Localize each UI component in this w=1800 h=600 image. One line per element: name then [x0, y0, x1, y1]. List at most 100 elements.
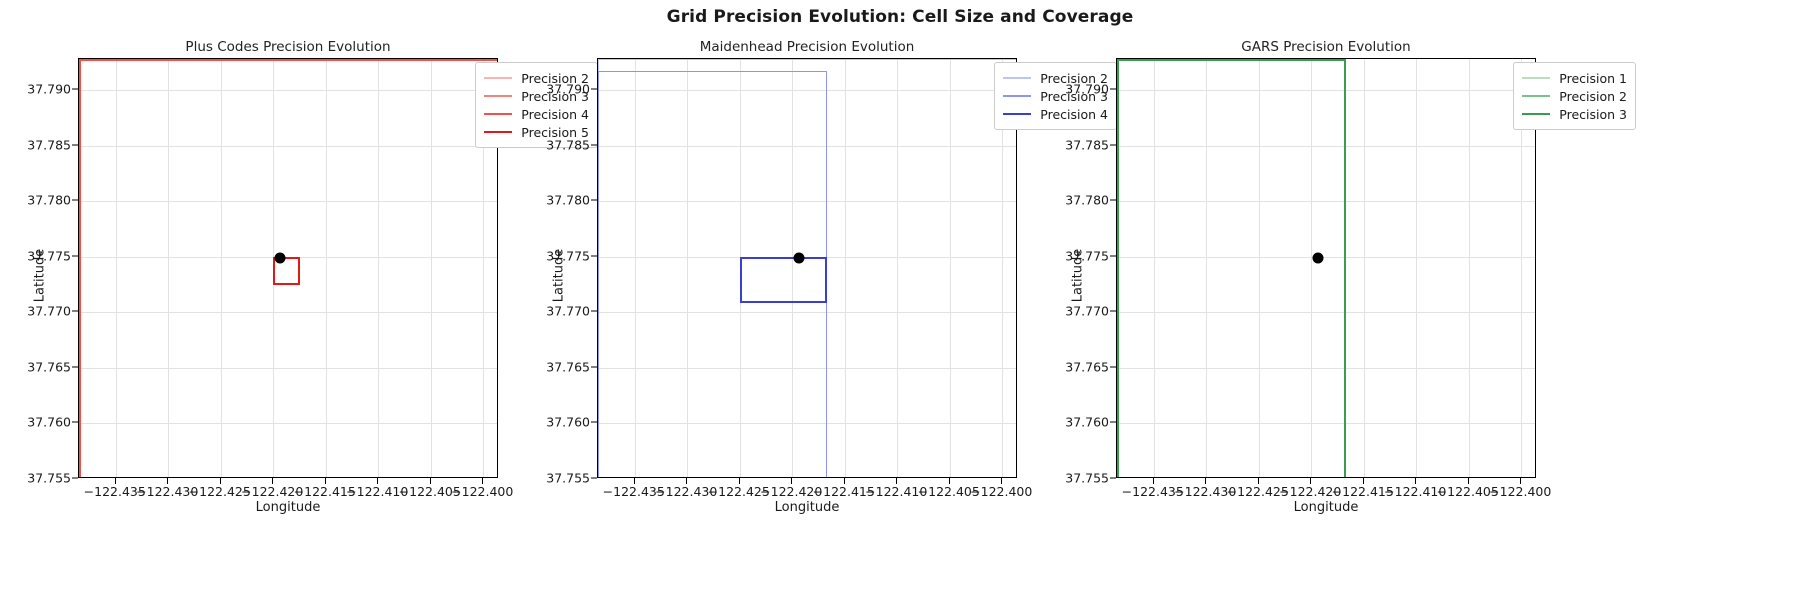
x-tick-mark	[791, 478, 793, 484]
gridline-vertical	[430, 59, 432, 477]
subplot-title: Plus Codes Precision Evolution	[185, 39, 391, 55]
x-tick-label: −122.435	[83, 484, 146, 499]
gridline-horizontal	[79, 201, 497, 203]
legend-item[interactable]: Precision 4	[484, 105, 589, 123]
gridline-vertical	[687, 59, 689, 477]
subplot-plus-codes: Plus Codes Precision Evolution Longitude…	[0, 0, 600, 600]
y-tick-mark	[591, 144, 597, 146]
legend-label: Precision 4	[521, 106, 589, 122]
y-tick-mark	[1110, 144, 1116, 146]
y-tick-label: 37.780	[27, 192, 71, 208]
y-tick-mark	[591, 366, 597, 368]
y-axis-label: Latitude	[32, 248, 48, 303]
y-tick-label: 37.775	[546, 248, 590, 264]
plot-area[interactable]	[597, 58, 1017, 478]
legend-item[interactable]: Precision 3	[1003, 87, 1108, 105]
legend-line-icon	[484, 113, 513, 115]
location-marker	[274, 252, 286, 264]
legend[interactable]: Precision 1 Precision 2 Precision 3	[1513, 62, 1636, 130]
y-tick-label: 37.785	[546, 137, 590, 153]
legend-item[interactable]: Precision 4	[1003, 105, 1108, 123]
x-tick-label: −122.415	[293, 484, 356, 499]
legend-item[interactable]: Precision 3	[1522, 105, 1627, 123]
legend-label: Precision 3	[1559, 106, 1627, 122]
legend-line-icon	[1522, 113, 1551, 115]
figure-suptitle: Grid Precision Evolution: Cell Size and …	[666, 7, 1134, 27]
x-tick-mark	[633, 478, 635, 484]
gridline-vertical	[844, 59, 846, 477]
y-tick-label: 37.790	[546, 81, 590, 97]
gridline-vertical	[115, 59, 117, 477]
x-tick-label: −122.410	[1384, 484, 1447, 499]
gridline-horizontal	[598, 201, 1016, 203]
y-tick-mark	[1110, 88, 1116, 90]
subplot-title: Maidenhead Precision Evolution	[699, 39, 915, 55]
y-tick-mark	[1110, 421, 1116, 423]
gridline-vertical	[168, 59, 170, 477]
x-tick-mark	[1415, 478, 1417, 484]
y-tick-label: 37.760	[546, 414, 590, 430]
y-tick-mark	[1110, 310, 1116, 312]
gridline-horizontal	[598, 90, 1016, 92]
y-tick-mark	[72, 310, 78, 312]
y-tick-label: 37.760	[1065, 414, 1109, 430]
x-tick-mark	[686, 478, 688, 484]
legend-item[interactable]: Precision 2	[1003, 69, 1108, 87]
x-tick-mark	[843, 478, 845, 484]
legend[interactable]: Precision 2 Precision 3 Precision 4	[994, 62, 1117, 130]
y-tick-label: 37.770	[546, 303, 590, 319]
legend-line-icon	[484, 131, 513, 133]
legend-label: Precision 5	[521, 124, 589, 140]
legend-line-icon	[1522, 77, 1551, 79]
legend-label: Precision 3	[1040, 88, 1108, 104]
legend-label: Precision 2	[1559, 88, 1627, 104]
y-tick-mark	[591, 199, 597, 201]
x-tick-label: −122.405	[1436, 484, 1499, 499]
legend-item[interactable]: Precision 5	[484, 123, 589, 141]
gridline-horizontal	[598, 312, 1016, 314]
x-axis-label: Longitude	[255, 500, 321, 515]
gridline-horizontal	[79, 312, 497, 314]
x-tick-mark	[272, 478, 274, 484]
legend-item[interactable]: Precision 3	[484, 87, 589, 105]
gridline-vertical	[1206, 59, 1208, 477]
legend-item[interactable]: Precision 2	[1522, 87, 1627, 105]
plot-area[interactable]	[78, 58, 498, 478]
y-tick-mark	[1110, 477, 1116, 479]
legend[interactable]: Precision 2 Precision 3 Precision 4 Precisi…	[475, 62, 598, 148]
gridline-vertical	[483, 59, 485, 477]
location-marker	[793, 252, 805, 264]
plot-area[interactable]	[1116, 58, 1536, 478]
x-tick-label: −122.420	[760, 484, 823, 499]
gridline-vertical	[1002, 59, 1004, 477]
legend-item[interactable]: Precision 2	[484, 69, 589, 87]
subplot-gars: GARS Precision Evolution Longitude Latit…	[1038, 0, 1638, 600]
gridline-horizontal	[1117, 145, 1535, 147]
x-tick-label: −122.400	[1489, 484, 1552, 499]
y-tick-label: 37.790	[27, 81, 71, 97]
gridline-horizontal	[79, 367, 497, 369]
x-tick-label: −122.410	[346, 484, 409, 499]
y-tick-label: 37.775	[1065, 248, 1109, 264]
x-tick-mark	[1001, 478, 1003, 484]
legend-item[interactable]: Precision 1	[1522, 69, 1627, 87]
gridline-horizontal	[1117, 201, 1535, 203]
y-tick-mark	[1110, 199, 1116, 201]
x-tick-label: −122.420	[1279, 484, 1342, 499]
x-tick-label: −122.400	[451, 484, 514, 499]
x-tick-mark	[114, 478, 116, 484]
x-tick-mark	[219, 478, 221, 484]
legend-line-icon	[484, 77, 513, 79]
legend-line-icon	[1522, 95, 1551, 97]
y-axis-label: Latitude	[1070, 248, 1086, 303]
y-tick-mark	[72, 477, 78, 479]
x-tick-mark	[429, 478, 431, 484]
y-tick-label: 37.755	[1065, 470, 1109, 486]
legend-label: Precision 2	[1040, 70, 1108, 86]
x-tick-mark	[1205, 478, 1207, 484]
legend-label: Precision 3	[521, 88, 589, 104]
y-tick-label: 37.765	[27, 359, 71, 375]
x-tick-label: −122.405	[917, 484, 980, 499]
y-tick-mark	[72, 144, 78, 146]
y-tick-mark	[72, 366, 78, 368]
